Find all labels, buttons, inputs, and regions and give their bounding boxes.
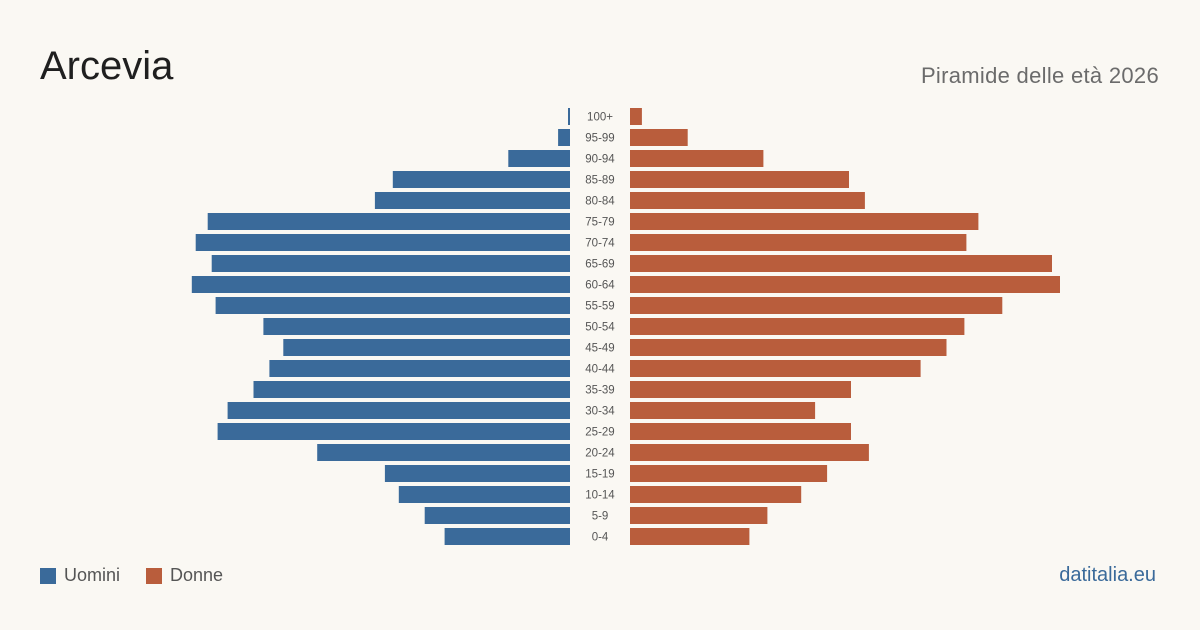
bar-women-40-44 xyxy=(630,360,921,377)
tick-label-85-89: 85-89 xyxy=(585,175,614,187)
tick-label-95-99: 95-99 xyxy=(585,133,614,145)
bar-men-100+ xyxy=(568,108,570,125)
bar-men-20-24 xyxy=(317,444,570,461)
bar-women-10-14 xyxy=(630,486,802,503)
tick-label-40-44: 40-44 xyxy=(585,364,615,376)
bar-women-25-29 xyxy=(630,423,851,440)
tick-label-65-69: 65-69 xyxy=(585,259,614,271)
bar-men-45-49 xyxy=(283,339,570,356)
bar-men-50-54 xyxy=(263,318,570,335)
bar-women-20-24 xyxy=(630,444,869,461)
tick-label-0-4: 0-4 xyxy=(592,532,609,544)
bar-women-5-9 xyxy=(630,507,768,524)
bar-women-85-89 xyxy=(630,171,849,188)
tick-label-80-84: 80-84 xyxy=(585,196,615,208)
legend-label-men: Uomini xyxy=(64,565,121,585)
bar-women-0-4 xyxy=(630,528,750,545)
legend-swatch-women xyxy=(146,567,163,584)
tick-label-70-74: 70-74 xyxy=(585,238,615,250)
tick-label-60-64: 60-64 xyxy=(585,280,615,292)
bar-women-45-49 xyxy=(630,339,947,356)
bar-men-55-59 xyxy=(215,297,570,314)
page-title: Arcevia xyxy=(40,44,174,88)
legend-item-women: Donne xyxy=(146,565,223,586)
tick-label-5-9: 5-9 xyxy=(592,511,609,523)
bar-women-15-19 xyxy=(630,465,828,482)
bar-men-75-79 xyxy=(207,213,570,230)
bar-men-10-14 xyxy=(398,486,570,503)
bar-women-60-64 xyxy=(630,276,1060,293)
tick-label-50-54: 50-54 xyxy=(585,322,615,334)
bar-men-40-44 xyxy=(269,360,570,377)
bar-men-35-39 xyxy=(253,381,570,398)
legend-swatch-men xyxy=(40,567,56,584)
tick-label-25-29: 25-29 xyxy=(585,427,614,439)
bar-men-30-34 xyxy=(227,402,570,419)
tick-label-45-49: 45-49 xyxy=(585,343,614,355)
bar-women-30-34 xyxy=(630,402,816,419)
bar-women-65-69 xyxy=(630,255,1052,272)
bar-men-5-9 xyxy=(424,507,570,524)
bar-men-95-99 xyxy=(558,129,570,146)
tick-label-55-59: 55-59 xyxy=(585,301,614,313)
bar-women-35-39 xyxy=(630,381,851,398)
bar-women-55-59 xyxy=(630,297,1003,314)
bar-men-60-64 xyxy=(191,276,571,293)
bar-women-50-54 xyxy=(630,318,965,335)
chart-subtitle: Piramide delle età 2026 xyxy=(920,63,1159,88)
bar-men-65-69 xyxy=(211,255,570,272)
bar-women-95-99 xyxy=(630,129,688,146)
tick-label-35-39: 35-39 xyxy=(585,385,614,397)
bar-men-90-94 xyxy=(508,150,570,167)
legend-item-men: Uomini xyxy=(40,565,120,586)
bar-women-100+ xyxy=(630,108,642,125)
chart-legend: Uomini Donne xyxy=(40,565,249,586)
brand-link[interactable]: datitalia.eu xyxy=(1059,564,1156,586)
tick-label-30-34: 30-34 xyxy=(585,406,615,418)
legend-label-women: Donne xyxy=(170,565,224,585)
tick-label-100+: 100+ xyxy=(587,112,613,124)
bar-men-80-84 xyxy=(374,192,570,209)
bar-women-90-94 xyxy=(630,150,764,167)
bar-women-70-74 xyxy=(630,234,967,251)
bar-men-25-29 xyxy=(217,423,570,440)
tick-label-20-24: 20-24 xyxy=(585,448,615,460)
bar-women-80-84 xyxy=(630,192,865,209)
tick-label-75-79: 75-79 xyxy=(585,217,614,229)
bar-men-15-19 xyxy=(384,465,570,482)
bar-men-0-4 xyxy=(444,528,570,545)
bar-women-75-79 xyxy=(630,213,979,230)
tick-label-15-19: 15-19 xyxy=(585,469,614,481)
bar-men-70-74 xyxy=(195,234,570,251)
tick-label-90-94: 90-94 xyxy=(585,154,615,166)
tick-label-10-14: 10-14 xyxy=(585,490,615,502)
bar-men-85-89 xyxy=(392,171,570,188)
